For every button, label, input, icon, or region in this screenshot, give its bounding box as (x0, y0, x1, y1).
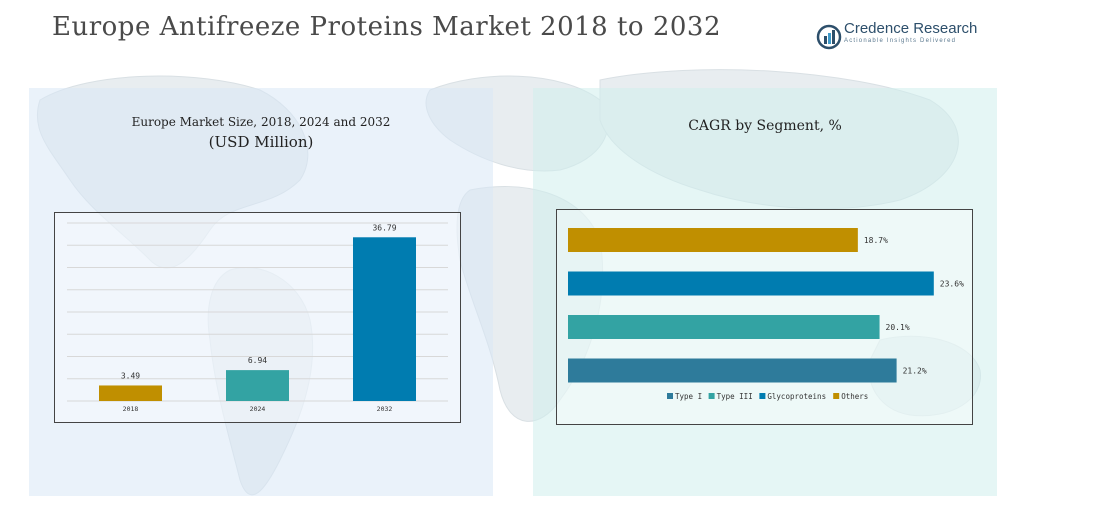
cagr-panel: CAGR by Segment, % 18.7% 23.6% 20.1% 21.2% T… (533, 88, 997, 496)
bar-value-label-2018: 3.49 (121, 371, 140, 380)
bar-others (568, 228, 858, 252)
legend-label-type-i: Type I (675, 392, 702, 401)
bar-value-label-type-iii: 20.1% (886, 323, 910, 332)
bar-2032 (353, 237, 416, 401)
bar-type-iii (568, 315, 880, 339)
page-title: Europe Antifreeze Proteins Market 2018 t… (52, 12, 722, 42)
legend-swatch-others (833, 393, 840, 399)
cagr-horizontal-bar-chart: 18.7% 23.6% 20.1% 21.2% Type I Type III Glycop… (568, 228, 964, 401)
legend-swatch-glycoproteins (759, 393, 766, 399)
bar-type-i (568, 358, 897, 383)
bar-value-label-glycoproteins: 23.6% (940, 280, 964, 289)
x-tick-label-2024: 2024 (250, 405, 266, 413)
cagr-chart-frame: 18.7% 23.6% 20.1% 21.2% Type I Type III Glycop… (556, 209, 973, 425)
bar-value-label-type-i: 21.2% (903, 367, 927, 376)
legend-label-type-iii: Type III (717, 392, 753, 401)
bar-value-label-2024: 6.94 (248, 356, 267, 365)
market-size-chart-frame: 3.49 2018 6.94 2024 36.79 2032 (54, 212, 461, 423)
logo-mark-icon (816, 24, 842, 50)
market-size-title: Europe Market Size, 2018, 2024 and 2032 (131, 115, 391, 129)
market-size-bar-chart: 3.49 2018 6.94 2024 36.79 2032 (67, 222, 448, 413)
legend-swatch-type-i (667, 393, 673, 399)
bar-value-label-2032: 36.79 (372, 223, 396, 232)
market-size-panel: Europe Market Size, 2018, 2024 and 2032 … (29, 88, 493, 496)
credence-research-logo: Credence Research Actionable Insights De… (816, 20, 986, 52)
legend-swatch-type-iii (708, 393, 715, 399)
legend-label-glycoproteins: Glycoproteins (767, 392, 826, 401)
logo-tagline: Actionable Insights Delivered (844, 38, 957, 44)
legend-label-others: Others (841, 392, 868, 401)
cagr-title: CAGR by Segment, % (688, 118, 842, 134)
x-tick-label-2032: 2032 (377, 405, 393, 413)
bar-2024 (226, 370, 289, 401)
bar-glycoproteins (568, 271, 934, 296)
bar-2018 (99, 385, 162, 401)
market-size-subtitle: (USD Million) (208, 133, 314, 151)
bar-value-label-others: 18.7% (864, 236, 888, 245)
x-tick-label-2018: 2018 (123, 405, 139, 413)
chart-legend: Type I Type III Glycoproteins Others (667, 392, 868, 401)
logo-name: Credence Research (844, 20, 978, 37)
